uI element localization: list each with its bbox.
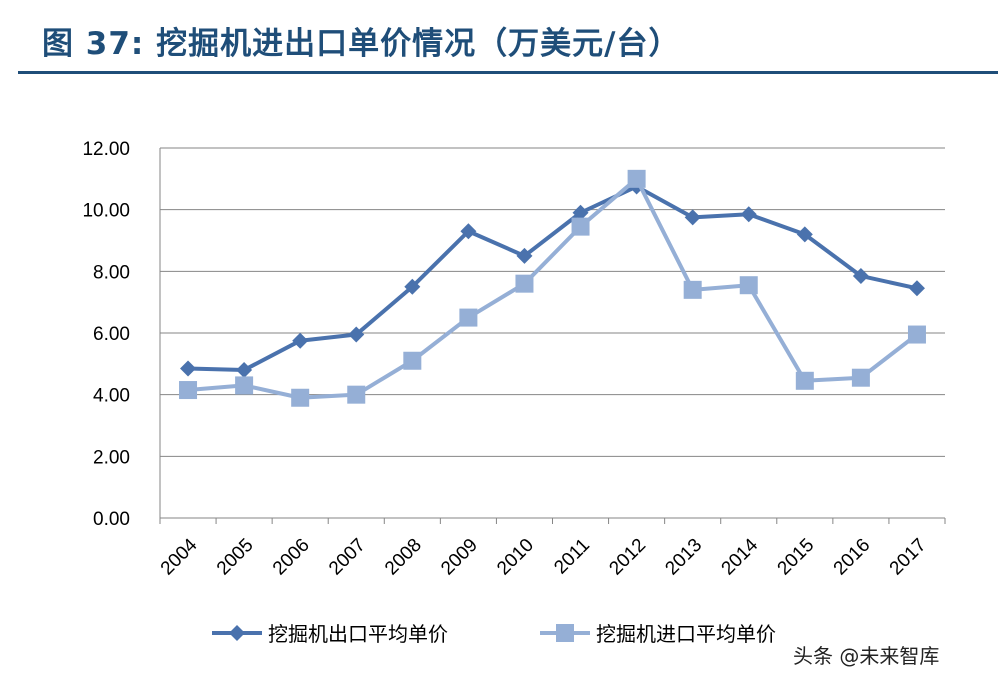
legend: 挖掘机出口平均单价 挖掘机进口平均单价 (212, 622, 776, 646)
series-1-point (516, 247, 533, 264)
series-2-point (627, 169, 646, 188)
series-1-line (187, 184, 918, 372)
x-tick-label: 2004 (157, 534, 202, 579)
series-1-point (572, 204, 589, 221)
y-tick-label: 10.00 (82, 201, 130, 222)
x-tick-label: 2012 (605, 535, 650, 580)
x-tick-label: 2014 (718, 534, 763, 579)
x-tick-label: 2006 (269, 535, 314, 580)
x-tick-label: 2016 (830, 535, 875, 580)
y-tick-label: 2.00 (93, 447, 130, 468)
series-2-point (515, 274, 534, 293)
series-2-point (739, 276, 758, 295)
watermark-text: 头条 @未来智库 (793, 644, 940, 668)
series-2-point (347, 385, 366, 404)
series-1-point (236, 362, 253, 378)
x-tick-label: 2011 (550, 535, 594, 579)
series-2-point (179, 381, 198, 400)
series-2-line (187, 176, 919, 400)
x-tick-label: 2008 (381, 535, 426, 580)
series-2-point (459, 308, 478, 327)
x-tick-label: 2017 (886, 535, 931, 580)
series-2-point (683, 280, 702, 299)
legend-label: 挖掘机出口平均单价 (268, 622, 448, 646)
x-tick-label: 2015 (774, 535, 819, 580)
series-1-point (852, 267, 869, 284)
series-1-point (684, 209, 701, 226)
series-2-point (403, 351, 422, 370)
series-1-point (460, 223, 477, 240)
series-2-point (235, 376, 254, 395)
title-divider (18, 71, 998, 74)
y-tick-label: 4.00 (93, 386, 130, 407)
x-tick-label: 2013 (661, 535, 706, 580)
series-1-point (292, 332, 309, 349)
y-tick-label: 6.00 (93, 324, 130, 345)
x-tick-label: 2005 (213, 535, 258, 580)
y-tick-label: 12.00 (82, 139, 130, 160)
gridlines (160, 147, 945, 457)
legend-swatch-marker (229, 625, 245, 641)
x-tick-label: 2009 (437, 535, 482, 580)
series-2 (179, 169, 926, 407)
x-tick-label: 2007 (325, 535, 370, 580)
legend-label: 挖掘机进口平均单价 (596, 622, 776, 646)
series-1-point (348, 326, 365, 343)
series-2-point (795, 371, 814, 390)
series-lines (179, 169, 926, 407)
x-tick-label: 2010 (493, 535, 538, 580)
y-tick-label: 8.00 (93, 262, 130, 283)
series-2-point (907, 325, 926, 344)
series-1 (180, 178, 925, 378)
series-1-point (908, 280, 925, 297)
chart-title: 图 37: 挖掘机进出口单价情况（万美元/台） (42, 26, 681, 62)
series-1-point (740, 206, 757, 223)
series-2-point (291, 388, 310, 407)
legend-swatch-marker (556, 624, 574, 642)
series-1-point (180, 360, 197, 377)
series-1-point (796, 226, 813, 243)
legend-item-1: 挖掘机出口平均单价 (212, 622, 448, 646)
series-2-point (571, 217, 590, 236)
series-2-point (851, 368, 870, 387)
y-tick-label: 0.00 (93, 509, 130, 530)
legend-item-2: 挖掘机进口平均单价 (540, 622, 776, 646)
series-1-point (404, 278, 421, 295)
